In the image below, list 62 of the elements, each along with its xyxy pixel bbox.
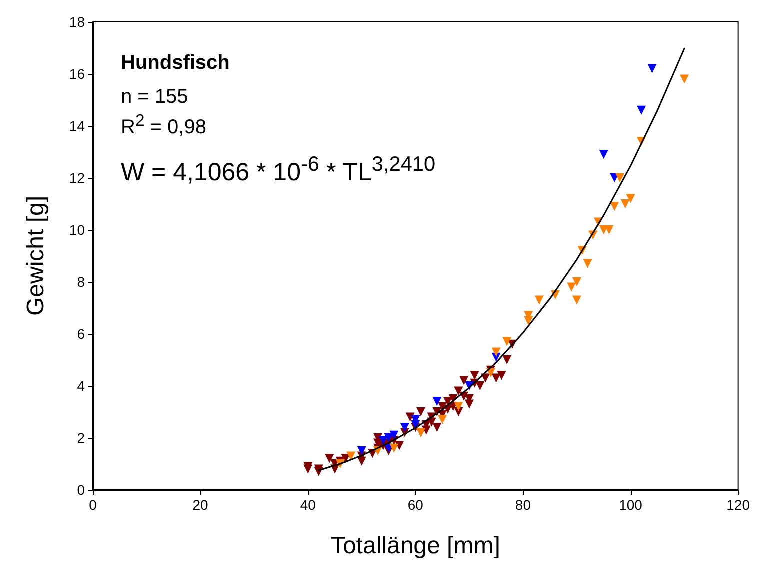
point xyxy=(572,296,582,305)
point xyxy=(357,446,366,456)
point xyxy=(454,386,464,396)
x-tick-label: 40 xyxy=(300,497,316,513)
point xyxy=(492,348,501,357)
point xyxy=(626,194,636,204)
point xyxy=(384,434,394,442)
point xyxy=(422,426,431,435)
y-tick-label: 0 xyxy=(77,482,86,498)
text: Hundsfisch xyxy=(121,52,230,75)
y-tick-label: 10 xyxy=(69,222,86,238)
x-tick-label: 60 xyxy=(408,497,424,513)
point xyxy=(599,150,608,160)
y-tick-label: 2 xyxy=(77,430,86,446)
point xyxy=(416,408,426,416)
point xyxy=(524,316,534,326)
point xyxy=(502,337,512,346)
point xyxy=(572,278,582,286)
point xyxy=(476,382,485,390)
y-tick-label: 12 xyxy=(69,170,86,186)
point xyxy=(680,74,690,84)
point xyxy=(616,174,625,182)
y-tick-label: 18 xyxy=(69,14,86,30)
y-tick-label: 6 xyxy=(77,326,86,342)
x-tick-label: 20 xyxy=(192,497,209,513)
point xyxy=(346,452,356,461)
x-tick-label: 100 xyxy=(619,497,643,513)
point xyxy=(454,402,464,412)
point xyxy=(648,64,657,74)
point xyxy=(620,200,630,208)
point xyxy=(432,397,442,406)
point xyxy=(460,376,469,386)
point xyxy=(325,454,334,464)
point xyxy=(400,423,410,432)
point xyxy=(637,106,646,115)
point xyxy=(583,259,592,268)
x-axis-title: Totallänge [mm] xyxy=(330,532,500,560)
point xyxy=(502,356,512,364)
y-tick-label: 4 xyxy=(77,378,86,394)
point xyxy=(567,282,576,292)
y-tick-label: 8 xyxy=(77,274,86,290)
point xyxy=(438,415,448,424)
point xyxy=(395,441,404,450)
y-axis-title: Gewicht [g] xyxy=(22,196,50,316)
point xyxy=(610,202,620,212)
annotation: W = 4,1066 * 10$^{-6}$ * TL$^{3,2410}$ xyxy=(121,153,436,187)
point xyxy=(432,423,442,432)
point xyxy=(534,296,544,305)
point xyxy=(492,374,501,383)
y-tick-label: 14 xyxy=(69,118,86,134)
point xyxy=(390,444,399,453)
point xyxy=(464,400,474,409)
x-tick-label: 80 xyxy=(515,497,532,513)
point xyxy=(411,420,420,430)
x-tick-label: 120 xyxy=(726,497,750,513)
point xyxy=(378,436,388,446)
y-tick-label: 16 xyxy=(69,66,86,82)
point xyxy=(497,371,506,380)
x-tick-label: 0 xyxy=(89,497,98,513)
annotation: R$^{2}$ = 0,98 xyxy=(121,111,206,139)
annotation: n = 155 xyxy=(121,86,188,108)
point xyxy=(406,412,415,422)
